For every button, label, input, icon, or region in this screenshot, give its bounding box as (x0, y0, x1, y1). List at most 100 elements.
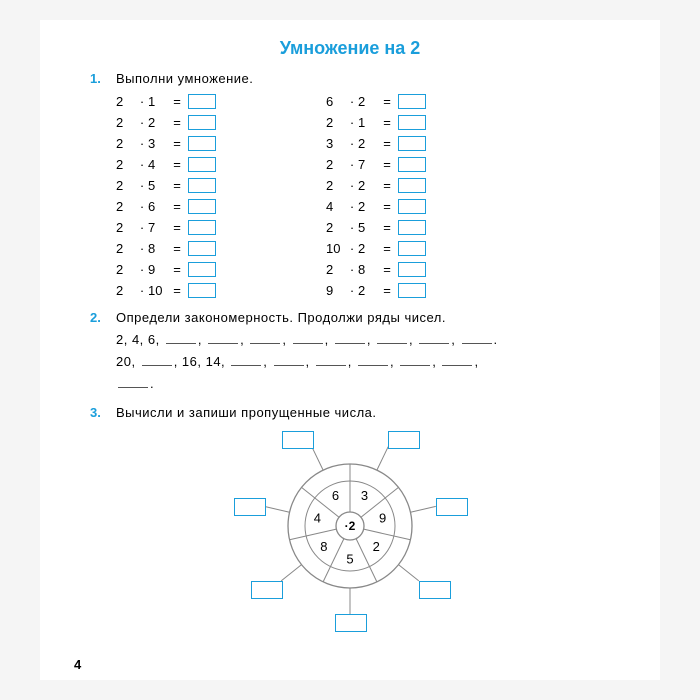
svg-text:3: 3 (361, 488, 368, 503)
sequence-blank[interactable] (142, 355, 172, 366)
dot: · (136, 262, 148, 277)
sequence-blank[interactable] (377, 333, 407, 344)
answer-box[interactable] (398, 115, 426, 130)
answer-box[interactable] (188, 262, 216, 277)
task-2: 2. Определи закономерность. Продолжи ряд… (90, 310, 610, 395)
answer-box[interactable] (188, 178, 216, 193)
dot: · (136, 136, 148, 151)
sequence-blank[interactable] (166, 333, 196, 344)
equation-row: 2·9= (116, 260, 216, 279)
equals: = (380, 241, 394, 256)
factor-b: 2 (148, 115, 170, 130)
factor-a: 2 (116, 199, 136, 214)
answer-box[interactable] (398, 262, 426, 277)
multiplication-wheel: ·23925846 (240, 428, 460, 618)
equals: = (170, 241, 184, 256)
equation-row: 2·4= (116, 155, 216, 174)
wheel-answer-box[interactable] (436, 498, 468, 516)
factor-b: 6 (148, 199, 170, 214)
wheel-answer-box[interactable] (282, 431, 314, 449)
equation-row: 4·2= (326, 197, 426, 216)
dot: · (346, 262, 358, 277)
task-text: Вычисли и запиши пропущенные числа. (116, 405, 377, 420)
svg-text:5: 5 (346, 552, 353, 567)
answer-box[interactable] (398, 220, 426, 235)
wheel-answer-box[interactable] (234, 498, 266, 516)
sequence-blank[interactable] (419, 333, 449, 344)
sequence-blank[interactable] (462, 333, 492, 344)
equation-row: 2·1= (116, 92, 216, 111)
factor-b: 8 (148, 241, 170, 256)
factor-a: 9 (326, 283, 346, 298)
dot: · (346, 136, 358, 151)
dot: · (136, 115, 148, 130)
sequence-blank[interactable] (231, 355, 261, 366)
svg-text:9: 9 (379, 511, 386, 526)
equals: = (170, 115, 184, 130)
equals: = (380, 157, 394, 172)
svg-text:·2: ·2 (345, 519, 356, 533)
dot: · (136, 283, 148, 298)
equals: = (380, 199, 394, 214)
factor-a: 2 (116, 283, 136, 298)
factor-b: 7 (358, 157, 380, 172)
answer-box[interactable] (188, 220, 216, 235)
task-3: 3. Вычисли и запиши пропущенные числа. ·… (90, 405, 610, 618)
answer-box[interactable] (188, 241, 216, 256)
sequence-blank[interactable] (274, 355, 304, 366)
factor-b: 1 (358, 115, 380, 130)
factor-a: 4 (326, 199, 346, 214)
task-1: 1. Выполни умножение. 2·1=2·2=2·3=2·4=2·… (90, 71, 610, 300)
equation-row: 3·2= (326, 134, 426, 153)
wheel-answer-box[interactable] (335, 614, 367, 632)
sequence-blank[interactable] (400, 355, 430, 366)
answer-box[interactable] (188, 136, 216, 151)
sequence-blank[interactable] (316, 355, 346, 366)
sequence-blank[interactable] (250, 333, 280, 344)
equation-row: 6·2= (326, 92, 426, 111)
task-number: 1. (90, 71, 116, 86)
dot: · (346, 241, 358, 256)
answer-box[interactable] (398, 157, 426, 172)
equals: = (170, 94, 184, 109)
equals: = (380, 178, 394, 193)
equation-row: 2·2= (116, 113, 216, 132)
factor-a: 2 (326, 262, 346, 277)
equals: = (170, 157, 184, 172)
factor-b: 3 (148, 136, 170, 151)
sequence-blank[interactable] (118, 377, 148, 388)
answer-box[interactable] (188, 115, 216, 130)
sequence-blank[interactable] (442, 355, 472, 366)
equals: = (170, 220, 184, 235)
sequence-blank[interactable] (358, 355, 388, 366)
factor-b: 7 (148, 220, 170, 235)
factor-b: 2 (358, 136, 380, 151)
answer-box[interactable] (188, 94, 216, 109)
answer-box[interactable] (398, 94, 426, 109)
equation-row: 2·8= (326, 260, 426, 279)
factor-a: 2 (116, 241, 136, 256)
answer-box[interactable] (188, 157, 216, 172)
factor-a: 2 (116, 157, 136, 172)
sequence-blank[interactable] (335, 333, 365, 344)
equation-row: 2·3= (116, 134, 216, 153)
answer-box[interactable] (398, 178, 426, 193)
equals: = (380, 94, 394, 109)
sequences: 2, 4, 6, , , , , , , , .20, , 16, 14, , … (90, 329, 610, 395)
answer-box[interactable] (398, 241, 426, 256)
wheel-answer-box[interactable] (251, 581, 283, 599)
sequence-blank[interactable] (293, 333, 323, 344)
answer-box[interactable] (188, 283, 216, 298)
wheel-answer-box[interactable] (388, 431, 420, 449)
sequence-blank[interactable] (208, 333, 238, 344)
answer-box[interactable] (188, 199, 216, 214)
wheel-answer-box[interactable] (419, 581, 451, 599)
equation-row: 2·5= (116, 176, 216, 195)
answer-box[interactable] (398, 199, 426, 214)
dot: · (136, 199, 148, 214)
dot: · (136, 94, 148, 109)
dot: · (346, 199, 358, 214)
answer-box[interactable] (398, 136, 426, 151)
dot: · (346, 157, 358, 172)
answer-box[interactable] (398, 283, 426, 298)
